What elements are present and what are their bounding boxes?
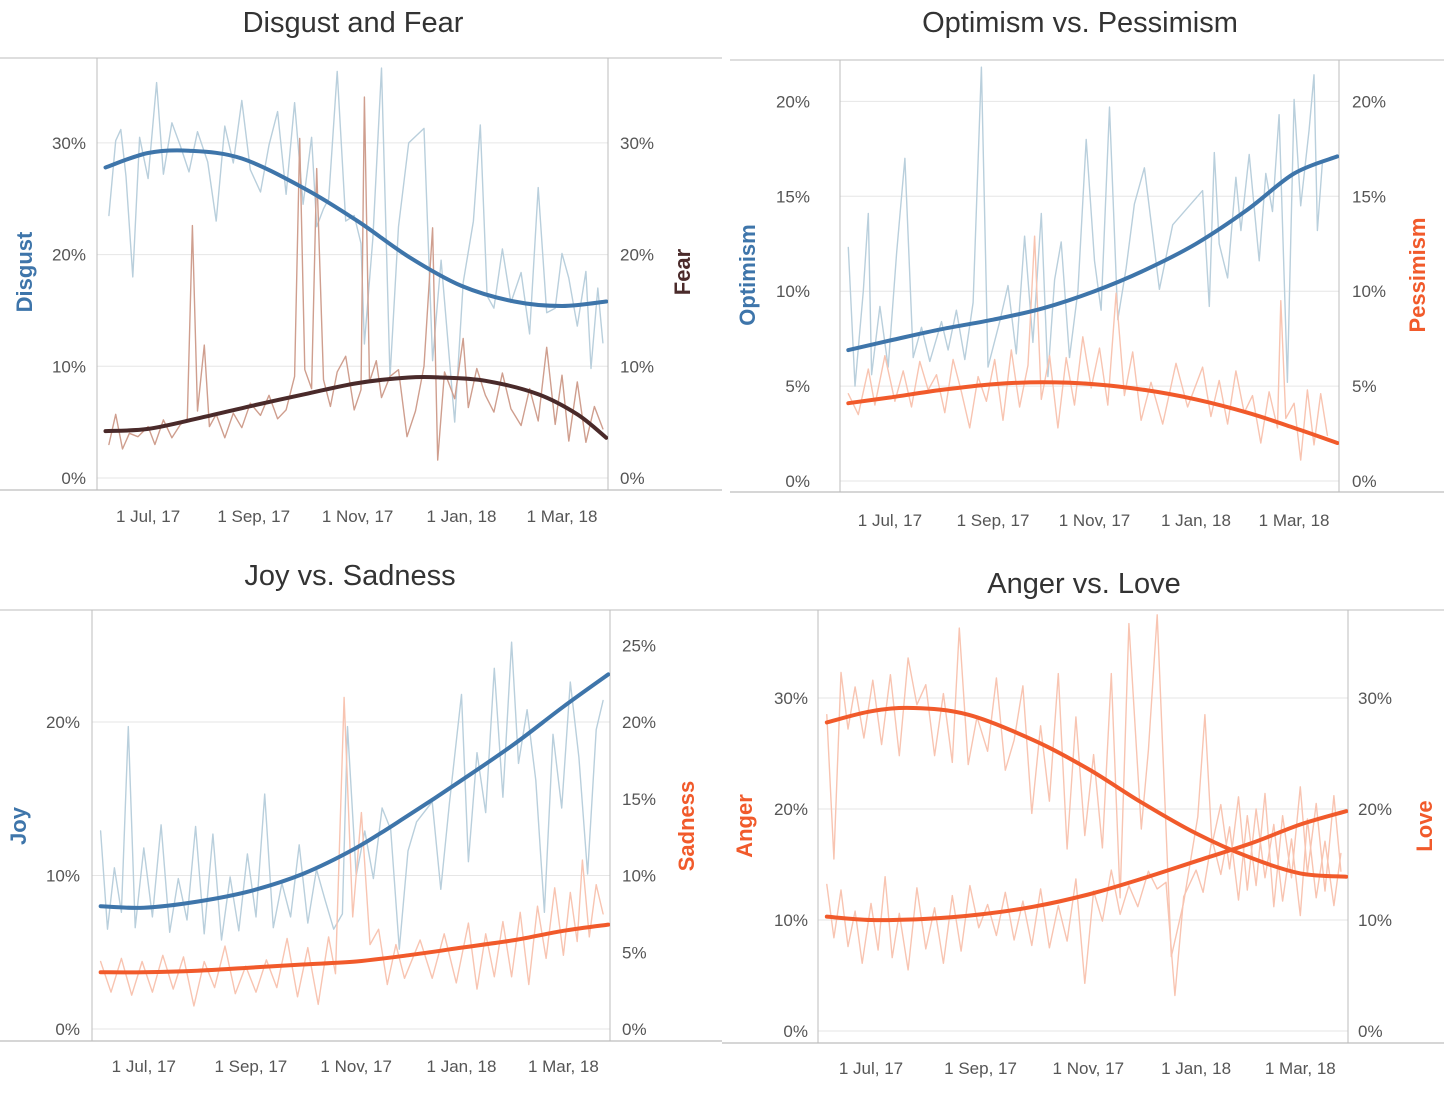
x-tick-label: 1 Jan, 18: [427, 1057, 497, 1076]
left-tick-label: 0%: [55, 1020, 80, 1039]
x-tick-label: 1 Jul, 17: [839, 1059, 903, 1078]
x-tick-label: 1 Mar, 18: [1259, 511, 1330, 530]
right-axis-title: Love: [1412, 800, 1437, 851]
x-tick-label: 1 Nov, 17: [1053, 1059, 1125, 1078]
chart-svg: Joy vs. Sadness 0% 10% 20% 0% 5% 10% 15% 20% 25% 1…: [0, 560, 722, 1076]
sadness-raw-line: [99, 696, 604, 1007]
x-tick-label: 1 Jul, 17: [116, 507, 180, 526]
joy-raw-line: [99, 641, 604, 950]
left-axis-title: Joy: [6, 806, 31, 845]
x-tick-label: 1 Sep, 17: [944, 1059, 1017, 1078]
chart-panel-joy-sadness: Joy vs. Sadness 0% 10% 20% 0% 5% 10% 15% 20% 25% 1…: [0, 546, 722, 1093]
right-axis-title: Fear: [670, 248, 695, 295]
optimism-raw-line: [847, 66, 1324, 387]
right-tick-label: 5%: [1352, 377, 1377, 396]
chart-panel-optimism-pessimism: Optimism vs. Pessimism 0% 5% 10% 15% 20% 0% 5% 1…: [722, 0, 1444, 546]
right-tick-label: 0%: [1358, 1022, 1383, 1041]
x-tick-label: 1 Mar, 18: [527, 507, 598, 526]
love-trend-line: [824, 809, 1348, 923]
left-tick-label: 30%: [52, 134, 86, 153]
chart-title: Anger vs. Love: [987, 568, 1180, 600]
left-tick-label: 10%: [776, 282, 810, 301]
disgust-raw-line: [108, 67, 604, 423]
chart-svg: Anger vs. Love 0% 10% 20% 30% 0% 10% 20% 30% 1 Ju…: [722, 568, 1444, 1078]
left-tick-label: 20%: [776, 92, 810, 111]
left-tick-label: 0%: [61, 469, 86, 488]
x-tick-label: 1 Jan, 18: [427, 507, 497, 526]
chart-svg: Disgust and Fear 0% 10% 20% 30% 0% 10% 20% 30% 1 …: [0, 7, 722, 526]
right-tick-label: 20%: [622, 713, 656, 732]
x-tick-label: 1 Jul, 17: [858, 511, 922, 530]
left-tick-label: 20%: [52, 246, 86, 265]
left-tick-label: 0%: [785, 472, 810, 491]
x-tick-label: 1 Nov, 17: [322, 507, 394, 526]
pessimism-raw-line: [847, 235, 1329, 461]
chart-title: Disgust and Fear: [243, 7, 464, 39]
left-tick-label: 10%: [52, 357, 86, 376]
chart-panel-anger-love: Anger vs. Love 0% 10% 20% 30% 0% 10% 20% 30% 1 Ju…: [722, 546, 1444, 1093]
x-tick-label: 1 Jan, 18: [1161, 511, 1231, 530]
left-tick-label: 30%: [774, 689, 808, 708]
pessimism-trend-line: [846, 380, 1339, 445]
x-tick-label: 1 Sep, 17: [214, 1057, 287, 1076]
x-tick-label: 1 Mar, 18: [528, 1057, 599, 1076]
right-axis-title: Pessimism: [1405, 218, 1430, 333]
chart-panel-disgust-fear: Disgust and Fear 0% 10% 20% 30% 0% 10% 20% 30% 1 …: [0, 0, 722, 546]
fear-trend-line: [103, 374, 608, 440]
left-axis-title: Optimism: [735, 224, 760, 325]
anger-trend-line: [824, 705, 1348, 879]
left-axis-title: Disgust: [12, 231, 37, 312]
chart-title: Joy vs. Sadness: [244, 560, 455, 592]
right-tick-label: 30%: [1358, 689, 1392, 708]
chart-title: Optimism vs. Pessimism: [922, 7, 1238, 39]
right-tick-label: 20%: [1352, 92, 1386, 111]
left-tick-label: 5%: [785, 377, 810, 396]
right-tick-label: 15%: [622, 790, 656, 809]
x-tick-label: 1 Mar, 18: [1265, 1059, 1336, 1078]
right-tick-label: 0%: [622, 1020, 647, 1039]
right-tick-label: 0%: [620, 469, 645, 488]
left-tick-label: 20%: [774, 800, 808, 819]
right-tick-label: 10%: [622, 867, 656, 886]
right-tick-label: 20%: [1358, 800, 1392, 819]
left-tick-label: 10%: [774, 911, 808, 930]
joy-trend-line: [98, 672, 610, 910]
right-tick-label: 10%: [1352, 282, 1386, 301]
x-tick-label: 1 Nov, 17: [320, 1057, 392, 1076]
x-tick-label: 1 Jul, 17: [112, 1057, 176, 1076]
right-tick-label: 0%: [1352, 472, 1377, 491]
left-tick-label: 0%: [783, 1022, 808, 1041]
right-axis-title: Sadness: [674, 781, 699, 872]
chart-svg: Optimism vs. Pessimism 0% 5% 10% 15% 20% 0% 5% 1…: [730, 7, 1444, 530]
optimism-trend-line: [846, 154, 1339, 353]
left-axis-title: Anger: [732, 794, 757, 858]
left-tick-label: 20%: [46, 713, 80, 732]
left-tick-label: 10%: [46, 867, 80, 886]
x-tick-label: 1 Sep, 17: [217, 507, 290, 526]
right-tick-label: 25%: [622, 636, 656, 655]
x-tick-label: 1 Nov, 17: [1059, 511, 1131, 530]
disgust-trend-line: [103, 148, 608, 308]
sadness-trend-line: [98, 922, 610, 975]
right-tick-label: 10%: [1358, 911, 1392, 930]
left-tick-label: 15%: [776, 187, 810, 206]
right-tick-label: 15%: [1352, 187, 1386, 206]
x-tick-label: 1 Sep, 17: [957, 511, 1030, 530]
right-tick-label: 20%: [620, 246, 654, 265]
love-raw-line: [826, 786, 1342, 997]
anger-raw-line: [826, 614, 1342, 958]
right-tick-label: 5%: [622, 943, 647, 962]
right-tick-label: 10%: [620, 357, 654, 376]
x-tick-label: 1 Jan, 18: [1161, 1059, 1231, 1078]
right-tick-label: 30%: [620, 134, 654, 153]
